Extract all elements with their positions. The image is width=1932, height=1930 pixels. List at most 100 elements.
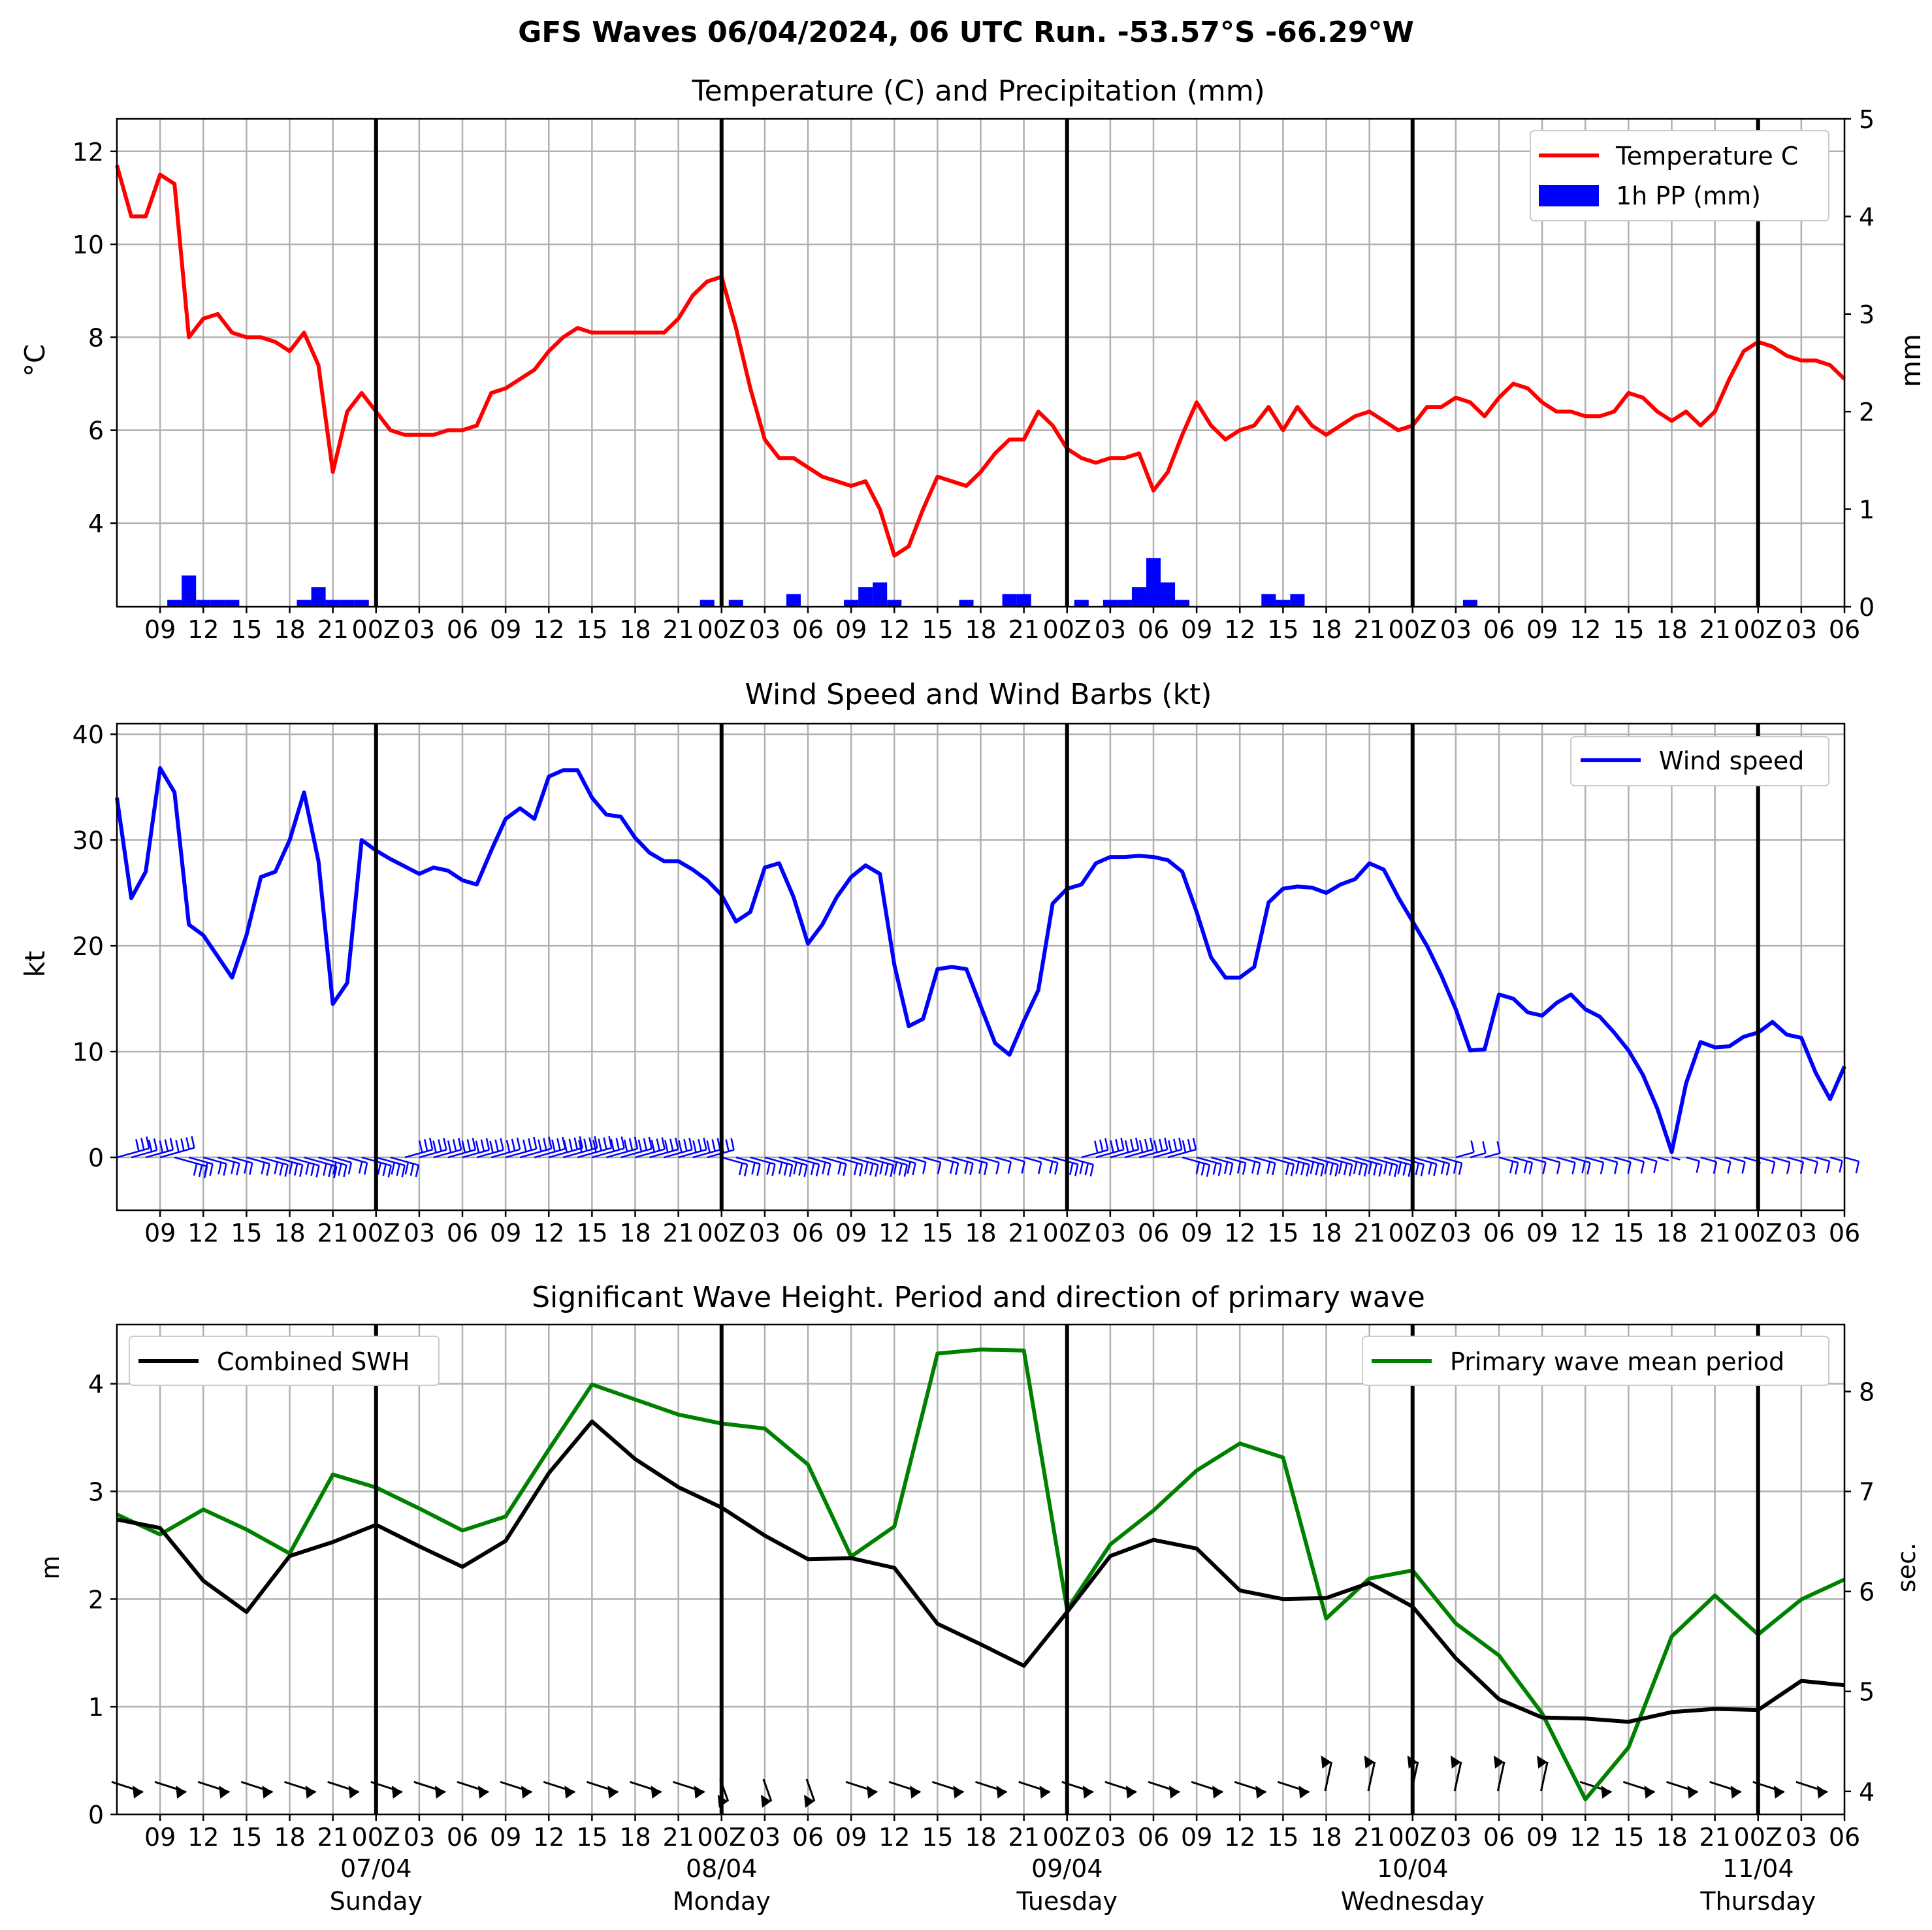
wave-arrow-head: [1537, 1755, 1548, 1769]
wave-arrow-head: [804, 1794, 814, 1808]
wind-barb-flag: [533, 1136, 538, 1150]
wind-barb-flag: [698, 1138, 702, 1151]
wave-arrow-head: [1212, 1785, 1223, 1799]
x-tick-label: 03: [1440, 1219, 1472, 1247]
wind-barb-shaft: [1455, 1151, 1474, 1159]
wind-barb-flag: [223, 1163, 227, 1176]
wind-barb-shaft: [1182, 1156, 1210, 1166]
wind-barb-flag: [1195, 1162, 1200, 1174]
precip-bar: [225, 600, 240, 607]
wind-barb-shaft: [390, 1156, 419, 1166]
figure-suptitle: GFS Waves 06/04/2024, 06 UTC Run. -53.57…: [518, 16, 1414, 49]
wind-barb-flag: [377, 1163, 381, 1175]
x-tick-label: 09: [835, 615, 867, 644]
wind-barb-shaft: [1138, 1148, 1168, 1159]
x-tick-label: 21: [1353, 1219, 1385, 1247]
wind-barb-flag: [884, 1163, 889, 1176]
wind-barb-flag: [661, 1137, 666, 1150]
wind-barb-shaft: [1541, 1156, 1560, 1163]
wind-barb-flag: [175, 1140, 180, 1152]
wave-arrow-head: [1321, 1755, 1332, 1769]
wind-barb-shaft: [952, 1156, 973, 1165]
y2-tick-label: 1: [1859, 496, 1875, 524]
x-tick-label: 12: [187, 615, 219, 644]
wind-barb-flag: [594, 1136, 598, 1148]
wind-barb-shaft: [692, 1149, 720, 1159]
day-labels: 07/04 Sunday 08/04 Monday 09/04 Tuesday 10/04 W…: [330, 1854, 1816, 1916]
y-tick-label: 0: [88, 1144, 104, 1172]
wind-barb-flag: [793, 1162, 797, 1175]
wind-barb-flag: [338, 1163, 342, 1176]
x-tick-label: 12: [1570, 615, 1601, 644]
day-date-label: 09/04: [1031, 1854, 1103, 1883]
y-tick-label: 20: [72, 932, 104, 961]
wind-barb-shaft: [246, 1156, 270, 1165]
wave-arrow-head: [1364, 1755, 1375, 1769]
wind-barb-flag: [1389, 1163, 1393, 1176]
x-tick-label: 09: [144, 1219, 176, 1247]
wind-barb-flag: [669, 1138, 674, 1151]
wind-barb-flag: [1178, 1137, 1183, 1150]
wind-barb-flag: [1496, 1141, 1501, 1153]
wind-barb-shaft: [188, 1156, 213, 1165]
wind-barb-flag: [1614, 1162, 1618, 1174]
precip-bar: [1002, 594, 1017, 607]
x-tick-label: 15: [231, 1823, 262, 1852]
wind-barb-flag: [1786, 1162, 1791, 1174]
wind-barb-flag: [551, 1139, 556, 1152]
wind-barb-flag: [1104, 1138, 1109, 1151]
wind-barb-shaft: [1700, 1156, 1717, 1163]
wind-barb-flag: [146, 1136, 150, 1149]
wind-legend: Wind speed: [1570, 736, 1829, 786]
wave-arrow-head: [1730, 1785, 1741, 1799]
x-tick-label: 03: [749, 1219, 781, 1247]
x-tick-label: 12: [187, 1219, 219, 1247]
legend-swh-label: Combined SWH: [217, 1347, 410, 1376]
wave-direction-arrow: [762, 1778, 773, 1802]
x-tick-label: 06: [1138, 615, 1169, 644]
y2-tick-label: 5: [1859, 105, 1875, 134]
wind-barb-flag: [382, 1164, 387, 1176]
wind-barb-shaft: [1326, 1156, 1353, 1166]
wind-barb-flag: [1236, 1161, 1242, 1174]
wind-barb-shaft: [635, 1148, 666, 1159]
wind-barb-flag: [1528, 1162, 1534, 1175]
wind-barb-flag: [284, 1165, 289, 1177]
x-tick-label: 03: [1095, 1219, 1126, 1247]
temperature-panel-title: Temperature (C) and Precipitation (mm): [691, 74, 1265, 108]
wind-barb-shaft: [577, 1147, 612, 1159]
wind-barb-shaft: [1715, 1156, 1731, 1163]
x-tick-label: 06: [1483, 615, 1515, 644]
wind-barb-flag: [788, 1165, 794, 1178]
wind-barb-shaft: [807, 1156, 831, 1165]
wind-barb-shaft: [1355, 1156, 1382, 1166]
wind-barb-flag: [1394, 1165, 1398, 1178]
wind-barb-flag: [751, 1162, 756, 1175]
wind-barb-shaft: [404, 1149, 433, 1159]
precip-bar: [959, 600, 974, 607]
y-tick-label: 40: [72, 720, 104, 749]
wind-barb-shaft: [1772, 1156, 1790, 1163]
wind-barb-shaft: [1613, 1156, 1632, 1163]
swh-legend: Combined SWH: [129, 1336, 440, 1386]
wind-barb-flag: [1343, 1163, 1348, 1176]
wind-barb-flag: [333, 1166, 338, 1179]
wind-barb-flag: [1839, 1160, 1843, 1173]
wave-direction-arrow: [1367, 1761, 1376, 1792]
wind-barb-flag: [949, 1161, 954, 1174]
precip-bars: [167, 558, 1477, 607]
wind-barb-flag: [343, 1165, 347, 1178]
wind-barb-flag: [1164, 1137, 1168, 1150]
temperature-legend: Temperature C 1h PP (mm): [1530, 130, 1829, 221]
x-tick-label: 09: [1181, 615, 1212, 644]
wind-panel-title: Wind Speed and Wind Barbs (kt): [745, 678, 1212, 711]
x-tick-label: 15: [922, 615, 953, 644]
wind-barb-flag: [1799, 1161, 1805, 1174]
wind-barb-shaft: [1312, 1156, 1338, 1166]
wind-barb-flag: [423, 1139, 428, 1151]
day-date-label: 10/04: [1377, 1854, 1449, 1883]
wind-barb-flag: [937, 1162, 942, 1174]
wind-barb-flag: [1696, 1161, 1700, 1173]
wind-barb-flag: [1855, 1161, 1860, 1174]
wind-barb-flag: [798, 1163, 803, 1176]
